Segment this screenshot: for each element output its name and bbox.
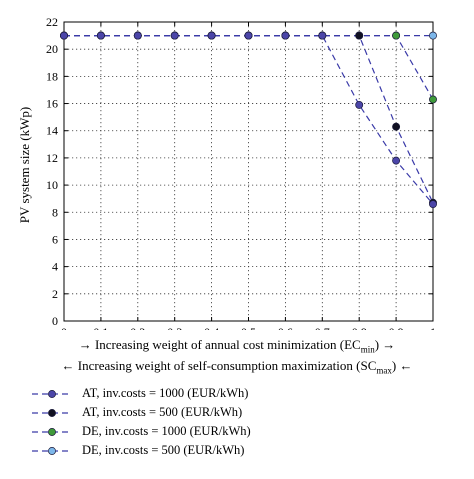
data-point <box>133 31 142 40</box>
x-axis-label-bottom-sub: max <box>376 365 392 376</box>
axis-ticks: 00.10.20.30.40.50.60.70.80.9102468101214… <box>46 15 436 330</box>
legend-marker <box>48 446 56 455</box>
legend-marker <box>48 408 56 417</box>
x-tick-label: 0.9 <box>389 325 404 330</box>
y-tick-label: 4 <box>52 260 58 274</box>
x-axis-label-bottom-prefix: ← Increasing weight of self-consumption … <box>61 358 361 373</box>
y-tick-label: 20 <box>46 42 58 56</box>
y-tick-label: 22 <box>46 15 58 29</box>
y-axis-label: PV system size (kWp) <box>17 107 32 223</box>
x-axis-label-top-base: EC <box>344 337 361 352</box>
legend-item: DE, inv.costs = 1000 (EUR/kWh) <box>30 422 251 441</box>
data-point <box>60 31 68 40</box>
series-points <box>60 31 437 209</box>
data-point <box>392 31 401 40</box>
x-tick-label: 0.4 <box>204 325 219 330</box>
x-tick-label: 0.7 <box>315 325 330 330</box>
data-point <box>207 31 216 40</box>
x-axis-label-bottom-suffix: ) ← <box>391 358 413 373</box>
x-tick-label: 1 <box>430 325 436 330</box>
x-tick-label: 0 <box>61 325 67 330</box>
y-tick-label: 18 <box>46 69 58 83</box>
legend-label: DE, inv.costs = 1000 (EUR/kWh) <box>82 424 251 438</box>
data-point <box>355 31 364 40</box>
x-axis-label-top: → Increasing weight of annual cost minim… <box>0 337 474 355</box>
legend-label: AT, inv.costs = 500 (EUR/kWh) <box>82 405 243 419</box>
legend-swatch <box>32 408 72 417</box>
data-point <box>170 31 179 40</box>
data-point <box>392 122 401 131</box>
data-point <box>96 31 105 40</box>
data-point <box>355 100 364 109</box>
legend-swatch <box>32 389 72 398</box>
data-point <box>392 156 401 165</box>
y-tick-label: 14 <box>46 124 58 138</box>
data-point <box>281 31 290 40</box>
x-tick-label: 0.2 <box>130 325 145 330</box>
y-tick-label: 8 <box>52 205 58 219</box>
data-point <box>318 31 327 40</box>
grid <box>64 22 433 321</box>
legend-swatch <box>32 446 72 455</box>
y-tick-label: 6 <box>52 232 58 246</box>
x-axis-label-top-suffix: ) → <box>374 337 396 352</box>
x-tick-label: 0.1 <box>93 325 108 330</box>
x-tick-label: 0.3 <box>167 325 182 330</box>
legend-label: DE, inv.costs = 500 (EUR/kWh) <box>82 443 245 457</box>
data-point <box>429 200 437 209</box>
legend-item: AT, inv.costs = 1000 (EUR/kWh) <box>30 384 251 403</box>
legend-marker <box>48 427 56 436</box>
y-tick-label: 0 <box>52 314 58 328</box>
x-tick-label: 0.8 <box>352 325 367 330</box>
y-tick-label: 10 <box>46 178 58 192</box>
legend-item: DE, inv.costs = 500 (EUR/kWh) <box>30 441 251 460</box>
y-tick-label: 16 <box>46 97 58 111</box>
data-point <box>429 31 437 40</box>
legend-label: AT, inv.costs = 1000 (EUR/kWh) <box>82 386 249 400</box>
data-point <box>244 31 253 40</box>
y-tick-label: 12 <box>46 151 58 165</box>
legend-item: AT, inv.costs = 500 (EUR/kWh) <box>30 403 251 422</box>
y-tick-label: 2 <box>52 287 58 301</box>
legend: AT, inv.costs = 1000 (EUR/kWh) AT, inv.c… <box>30 384 251 460</box>
x-axis-label-top-prefix: → Increasing weight of annual cost minim… <box>78 337 345 352</box>
legend-swatch <box>32 427 72 436</box>
x-axis-label-bottom: ← Increasing weight of self-consumption … <box>0 358 474 376</box>
x-axis-label-top-sub: min <box>360 344 375 355</box>
x-tick-label: 0.6 <box>278 325 293 330</box>
data-point <box>429 95 437 104</box>
pv-size-chart: 00.10.20.30.40.50.60.70.80.9102468101214… <box>17 15 437 330</box>
legend-marker <box>48 389 56 398</box>
x-tick-label: 0.5 <box>241 325 256 330</box>
x-axis-label-bottom-base: SC <box>360 358 377 373</box>
series-line <box>64 34 434 100</box>
